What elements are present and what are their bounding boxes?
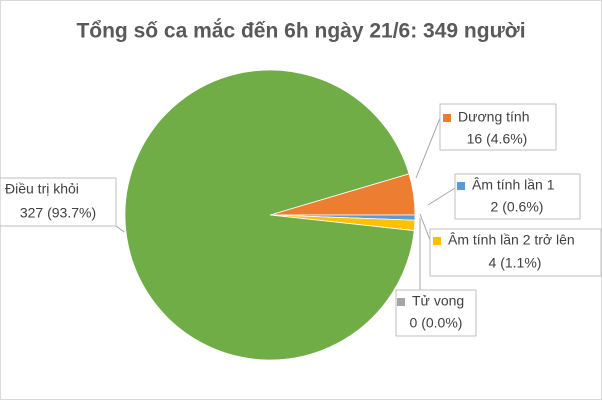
chart-title: Tổng số ca mắc đến 6h ngày 21/6: 349 ngư… [76,19,525,43]
leader-line [115,225,125,233]
legend-marker [397,298,405,306]
label-box [395,289,477,337]
label-box [439,103,557,151]
value-label: 2 (0.6%) [491,199,544,215]
slice-name: Âm tính lần 1 [472,177,555,193]
label-box [429,228,602,277]
label-box [454,173,581,220]
slice-name: Tử vong [412,293,464,309]
leader-line [419,213,431,241]
slice-name: Dương tính [458,109,529,125]
legend-marker [433,237,441,245]
legend-marker [457,182,465,190]
legend-marker [443,114,451,122]
slice-name: Điều trị khỏi [5,181,79,197]
value-label: 327 (93.7%) [20,205,96,221]
value-label: 4 (1.1%) [489,255,542,271]
label-box [0,177,117,227]
leader-line [427,187,456,206]
value-label: 0 (0.0%) [410,315,463,331]
value-label: 16 (4.6%) [467,131,528,147]
slice-name: Âm tính lần 2 trở lên [448,232,575,248]
pie-slice [124,69,415,361]
leader-line [415,117,441,179]
